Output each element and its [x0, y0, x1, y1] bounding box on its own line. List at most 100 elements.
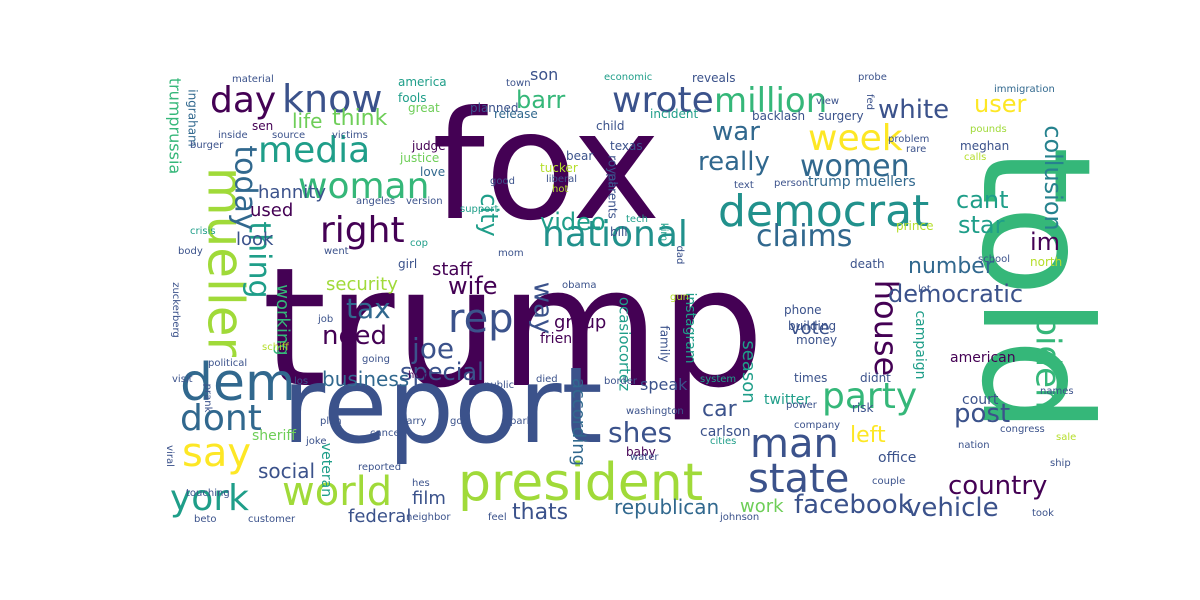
cloud-word: school [978, 254, 1010, 265]
cloud-word: kim [658, 223, 669, 241]
cloud-word: immigration [994, 84, 1055, 95]
cloud-word: women [800, 149, 910, 184]
cloud-word: according [568, 378, 589, 466]
cloud-word: mom [498, 248, 524, 259]
cloud-word: texas [610, 139, 643, 153]
cloud-word: business [322, 367, 409, 391]
cloud-word: material [232, 74, 274, 85]
cloud-word: media [258, 130, 370, 171]
cloud-word: vote [790, 318, 830, 339]
cloud-word: customer [248, 514, 296, 525]
cloud-word: death [850, 257, 885, 271]
cloud-word: day [210, 80, 276, 121]
cloud-word: water [630, 452, 659, 463]
cloud-word: nation [958, 440, 990, 451]
cloud-word: trump [262, 232, 765, 424]
cloud-word: country [948, 471, 1047, 501]
cloud-word: thing [242, 221, 277, 298]
cloud-word: pounds [970, 124, 1007, 135]
cloud-word: city [475, 193, 503, 236]
cloud-word: took [1032, 508, 1054, 519]
cloud-word: claims [756, 219, 852, 254]
cloud-word: god [450, 416, 469, 427]
cloud-word: dont [180, 398, 262, 439]
cloud-word: house [867, 280, 905, 377]
cloud-word: building [788, 319, 836, 333]
cloud-word: gun [670, 292, 689, 303]
cloud-word: probe [858, 72, 887, 83]
cloud-word: american [950, 350, 1016, 366]
cloud-word: fools [398, 91, 427, 105]
cloud-word: surgery [818, 109, 864, 123]
cloud-word: johnson [719, 512, 759, 523]
cloud-word: fed [864, 94, 875, 110]
cloud-word: democratic [888, 280, 1023, 308]
cloud-word: public [484, 380, 514, 391]
cloud-word: vehicle [906, 493, 999, 523]
cloud-word: veteran [318, 443, 334, 497]
cloud-word: court [962, 392, 999, 408]
cloud-word: video [540, 208, 606, 236]
cloud-word: text [734, 180, 754, 191]
cloud-word: star [958, 211, 1005, 239]
cloud-word: power [786, 400, 818, 411]
cloud-word: zuckerberg [170, 282, 181, 338]
cloud-word: cancer [370, 428, 405, 439]
cloud-word: joe [411, 332, 454, 365]
cloud-word: family [658, 325, 672, 362]
cloud-word: republican [614, 495, 719, 519]
cloud-word: harry [400, 416, 427, 427]
cloud-word: white [878, 95, 949, 125]
cloud-word: america [398, 75, 447, 89]
cloud-word: fox [432, 80, 661, 254]
cloud-word: hannity [258, 182, 326, 203]
cloud-word: right [320, 210, 405, 251]
cloud-word: touching [186, 488, 230, 499]
cloud-word: good [490, 176, 515, 187]
cloud-word: parents [606, 173, 620, 219]
cloud-word: told [948, 146, 1122, 433]
cloud-word: facebook [794, 490, 913, 520]
cloud-word: sale [1056, 432, 1076, 443]
cloud-word: season [738, 340, 759, 403]
cloud-word: cop [410, 238, 428, 249]
cloud-word: economic [604, 72, 652, 83]
cloud-word: person [774, 178, 808, 189]
cloud-word: post [954, 399, 1010, 429]
cloud-word: meghan [960, 139, 1009, 153]
cloud-word: trump muellers [808, 174, 916, 190]
cloud-word: release [494, 107, 538, 121]
cloud-word: job [317, 314, 333, 325]
cloud-word: obama [562, 280, 596, 291]
cloud-word: twitter [764, 392, 810, 408]
cloud-word: didnt [860, 371, 891, 385]
cloud-word: week [808, 118, 903, 159]
cloud-word: bear [566, 149, 593, 163]
cloud-word: congress [1000, 424, 1045, 435]
cloud-word: feel [488, 512, 507, 523]
cloud-word: baby [626, 445, 656, 459]
cloud-word: going [362, 354, 390, 365]
cloud-word: prank [202, 384, 213, 413]
cloud-word: washington [626, 406, 684, 417]
cloud-word: tucker [540, 161, 578, 175]
cloud-word: user [974, 90, 1026, 118]
cloud-word: think [332, 106, 388, 131]
cloud-word: cities [710, 436, 736, 447]
cloud-word: wife [448, 272, 498, 300]
cloud-word: problem [888, 134, 929, 145]
cloud-word: tech [626, 214, 648, 225]
cloud-word: ship [1050, 458, 1071, 469]
cloud-word: rep [448, 296, 514, 342]
cloud-word: carlson [700, 424, 751, 440]
cloud-word: tax [346, 292, 391, 325]
cloud-word: planned [470, 101, 519, 115]
cloud-word: campaign [912, 310, 928, 379]
cloud-word: ingraham [186, 89, 200, 147]
cloud-word: know [282, 77, 382, 121]
cloud-word: reveals [692, 71, 735, 85]
cloud-word: say [182, 430, 251, 476]
